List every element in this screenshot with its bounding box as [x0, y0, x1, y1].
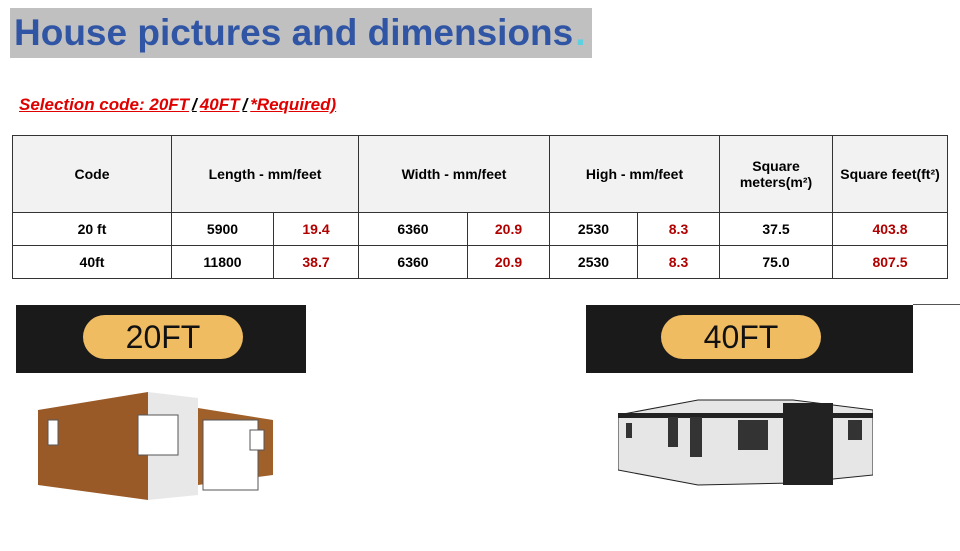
header-cell: Square feet(ft²) [832, 135, 949, 213]
sel-suffix: *Required) [250, 95, 337, 114]
sel-mid: 40FT [199, 95, 240, 114]
sel-prefix: Selection code: 20FT [19, 95, 190, 114]
cell: 11800 [171, 245, 274, 279]
label-pill: 20FT [83, 315, 243, 359]
sel-sep: / [192, 95, 197, 114]
cell: 6360 [358, 245, 468, 279]
table-row: 40ft 11800 38.7 6360 20.9 2530 8.3 75.0 … [12, 245, 949, 279]
table-header: Code Length - mm/feet Width - mm/feet Hi… [12, 135, 949, 213]
title-text: House pictures and dimensions [14, 12, 574, 53]
header-cell: Width - mm/feet [358, 135, 550, 213]
title-dot: . [575, 12, 586, 53]
cell: 807.5 [832, 245, 949, 279]
house-20ft-image [38, 392, 273, 500]
divider [913, 304, 960, 305]
cell: 38.7 [273, 245, 359, 279]
header-cell: Code [12, 135, 172, 213]
header-cell: High - mm/feet [548, 135, 721, 213]
selection-code: Selection code: 20FT/40FT / *Required) [19, 95, 339, 115]
cell: 5900 [171, 212, 274, 246]
dimensions-table: Code Length - mm/feet Width - mm/feet Hi… [12, 135, 949, 279]
label-pill: 40FT [661, 315, 821, 359]
cell: 6360 [358, 212, 468, 246]
cell: 20.9 [467, 245, 550, 279]
banner-20ft: 20FT [16, 305, 306, 373]
cell: 2530 [549, 212, 638, 246]
cell: 19.4 [273, 212, 359, 246]
cell: 20 ft [12, 212, 172, 246]
house-40ft-image [618, 399, 873, 486]
cell: 403.8 [832, 212, 949, 246]
sel-sep: / [242, 95, 248, 114]
cell: 2530 [549, 245, 638, 279]
page-title: House pictures and dimensions. [10, 8, 592, 58]
cell: 75.0 [719, 245, 834, 279]
table-row: 20 ft 5900 19.4 6360 20.9 2530 8.3 37.5 … [12, 212, 949, 246]
cell: 40ft [12, 245, 172, 279]
cell: 20.9 [467, 212, 550, 246]
cell: 8.3 [636, 212, 721, 246]
cell: 8.3 [636, 245, 721, 279]
banner-40ft: 40FT [586, 305, 913, 373]
header-cell: Square meters(m²) [719, 135, 834, 213]
header-cell: Length - mm/feet [171, 135, 359, 213]
cell: 37.5 [719, 212, 834, 246]
